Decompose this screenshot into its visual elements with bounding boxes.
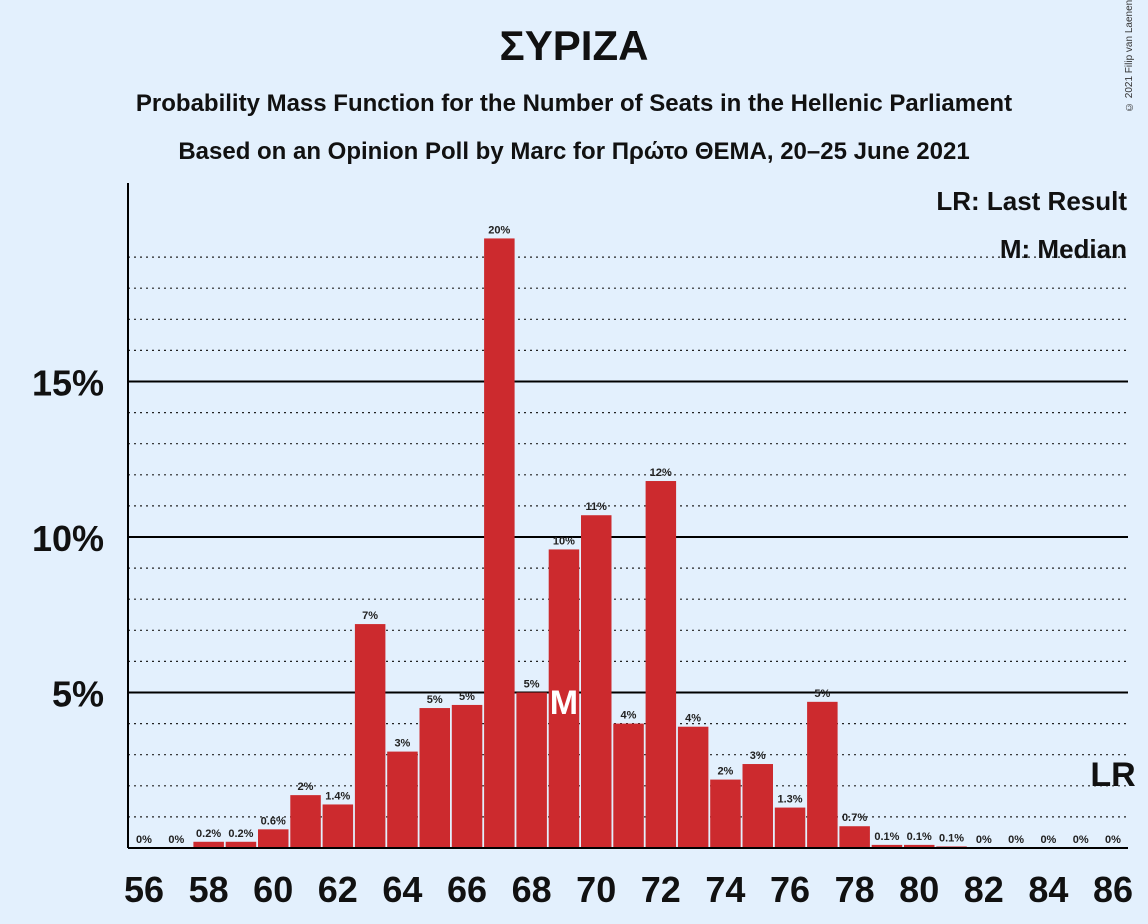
x-tick-label: 60 — [253, 869, 293, 910]
bar-seat-76 — [774, 807, 806, 848]
bar-seat-58 — [193, 841, 224, 848]
bar-value-label: 0.1% — [939, 832, 964, 844]
chart-subtitle: Probability Mass Function for the Number… — [135, 90, 1013, 117]
x-tick-label: 56 — [124, 869, 164, 910]
bar-value-label: 0% — [168, 834, 184, 846]
bar-value-label: 5% — [427, 694, 443, 706]
y-tick-label: 15% — [32, 363, 104, 404]
bar-seat-59 — [225, 841, 257, 848]
bar-seat-68 — [516, 692, 547, 848]
bar-value-label: 0% — [1105, 834, 1121, 846]
bar-seat-73 — [677, 726, 709, 848]
x-tick-label: 58 — [189, 869, 229, 910]
bar-value-label: 2% — [717, 766, 733, 778]
bar-value-label: 2% — [298, 781, 314, 793]
bar-value-label: 0.6% — [261, 815, 286, 827]
bar-value-label: 0% — [1008, 834, 1024, 846]
bar-seat-78 — [839, 826, 870, 848]
bar-value-label: 1.4% — [325, 790, 350, 802]
chart-title: ΣΥΡΙΖΑ — [499, 22, 649, 69]
x-tick-label: 86 — [1093, 869, 1133, 910]
x-tick-label: 80 — [899, 869, 939, 910]
x-tick-label: 76 — [770, 869, 810, 910]
bar-seat-80 — [904, 844, 935, 848]
bar-value-label: 1.3% — [777, 794, 802, 806]
y-tick-label: 10% — [32, 518, 104, 559]
bar-value-label: 10% — [553, 535, 575, 547]
chart-subtitle-source: Based on an Opinion Poll by Marc for Πρώ… — [178, 138, 970, 165]
x-tick-label: 74 — [705, 869, 745, 910]
x-tick-label: 84 — [1028, 869, 1068, 910]
x-tick-label: 78 — [835, 869, 875, 910]
bar-value-label: 0% — [976, 834, 992, 846]
bar-seat-70 — [581, 515, 612, 848]
bar-seat-63 — [354, 624, 386, 848]
bar-seat-79 — [871, 844, 903, 848]
x-tick-label: 82 — [964, 869, 1004, 910]
bar-value-label: 0% — [1073, 834, 1089, 846]
bar-seat-74 — [710, 779, 741, 848]
x-tick-label: 66 — [447, 869, 487, 910]
bar-seat-65 — [419, 708, 450, 848]
x-tick-label: 62 — [318, 869, 358, 910]
bar-seat-71 — [613, 723, 644, 848]
legend-last-result: LR: Last Result — [936, 186, 1127, 216]
bar-seat-66 — [451, 704, 483, 848]
bar-seat-77 — [807, 701, 838, 848]
bar-value-label: 5% — [459, 691, 475, 703]
bar-seat-61 — [290, 795, 321, 848]
bar-value-label: 4% — [685, 713, 701, 725]
bar-value-label: 0% — [1040, 834, 1056, 846]
last-result-marker: LR — [1090, 756, 1135, 794]
bar-seat-75 — [742, 764, 773, 848]
bar-seat-67 — [484, 238, 515, 848]
x-tick-label: 70 — [576, 869, 616, 910]
bar-value-label: 0.1% — [907, 831, 932, 843]
bar-value-label: 0% — [136, 834, 152, 846]
legend-median: M: Median — [1000, 234, 1127, 264]
bar-seat-69 — [548, 549, 580, 848]
x-tick-label: 72 — [641, 869, 681, 910]
bar-value-label: 3% — [750, 750, 766, 762]
bar-value-label: 0.2% — [228, 828, 253, 840]
bar-value-label: 4% — [621, 710, 637, 722]
bar-value-label: 0.1% — [874, 831, 899, 843]
bar-value-label: 20% — [488, 224, 510, 236]
bar-value-label: 5% — [814, 688, 830, 700]
bar-value-label: 5% — [524, 679, 540, 691]
bar-seat-62 — [322, 804, 354, 848]
bar-value-label: 11% — [585, 501, 607, 513]
bar-value-label: 0.7% — [842, 812, 867, 824]
bar-value-label: 12% — [650, 467, 672, 479]
x-tick-label: 64 — [382, 869, 422, 910]
median-marker: M — [550, 684, 578, 722]
bar-seat-72 — [645, 481, 677, 848]
x-tick-label: 68 — [512, 869, 552, 910]
bar-value-label: 7% — [362, 610, 378, 622]
bar-seat-60 — [258, 829, 289, 848]
bar-seat-64 — [387, 751, 418, 848]
y-tick-label: 5% — [52, 674, 104, 715]
bar-value-label: 3% — [394, 738, 410, 750]
bar-value-label: 0.2% — [196, 828, 221, 840]
